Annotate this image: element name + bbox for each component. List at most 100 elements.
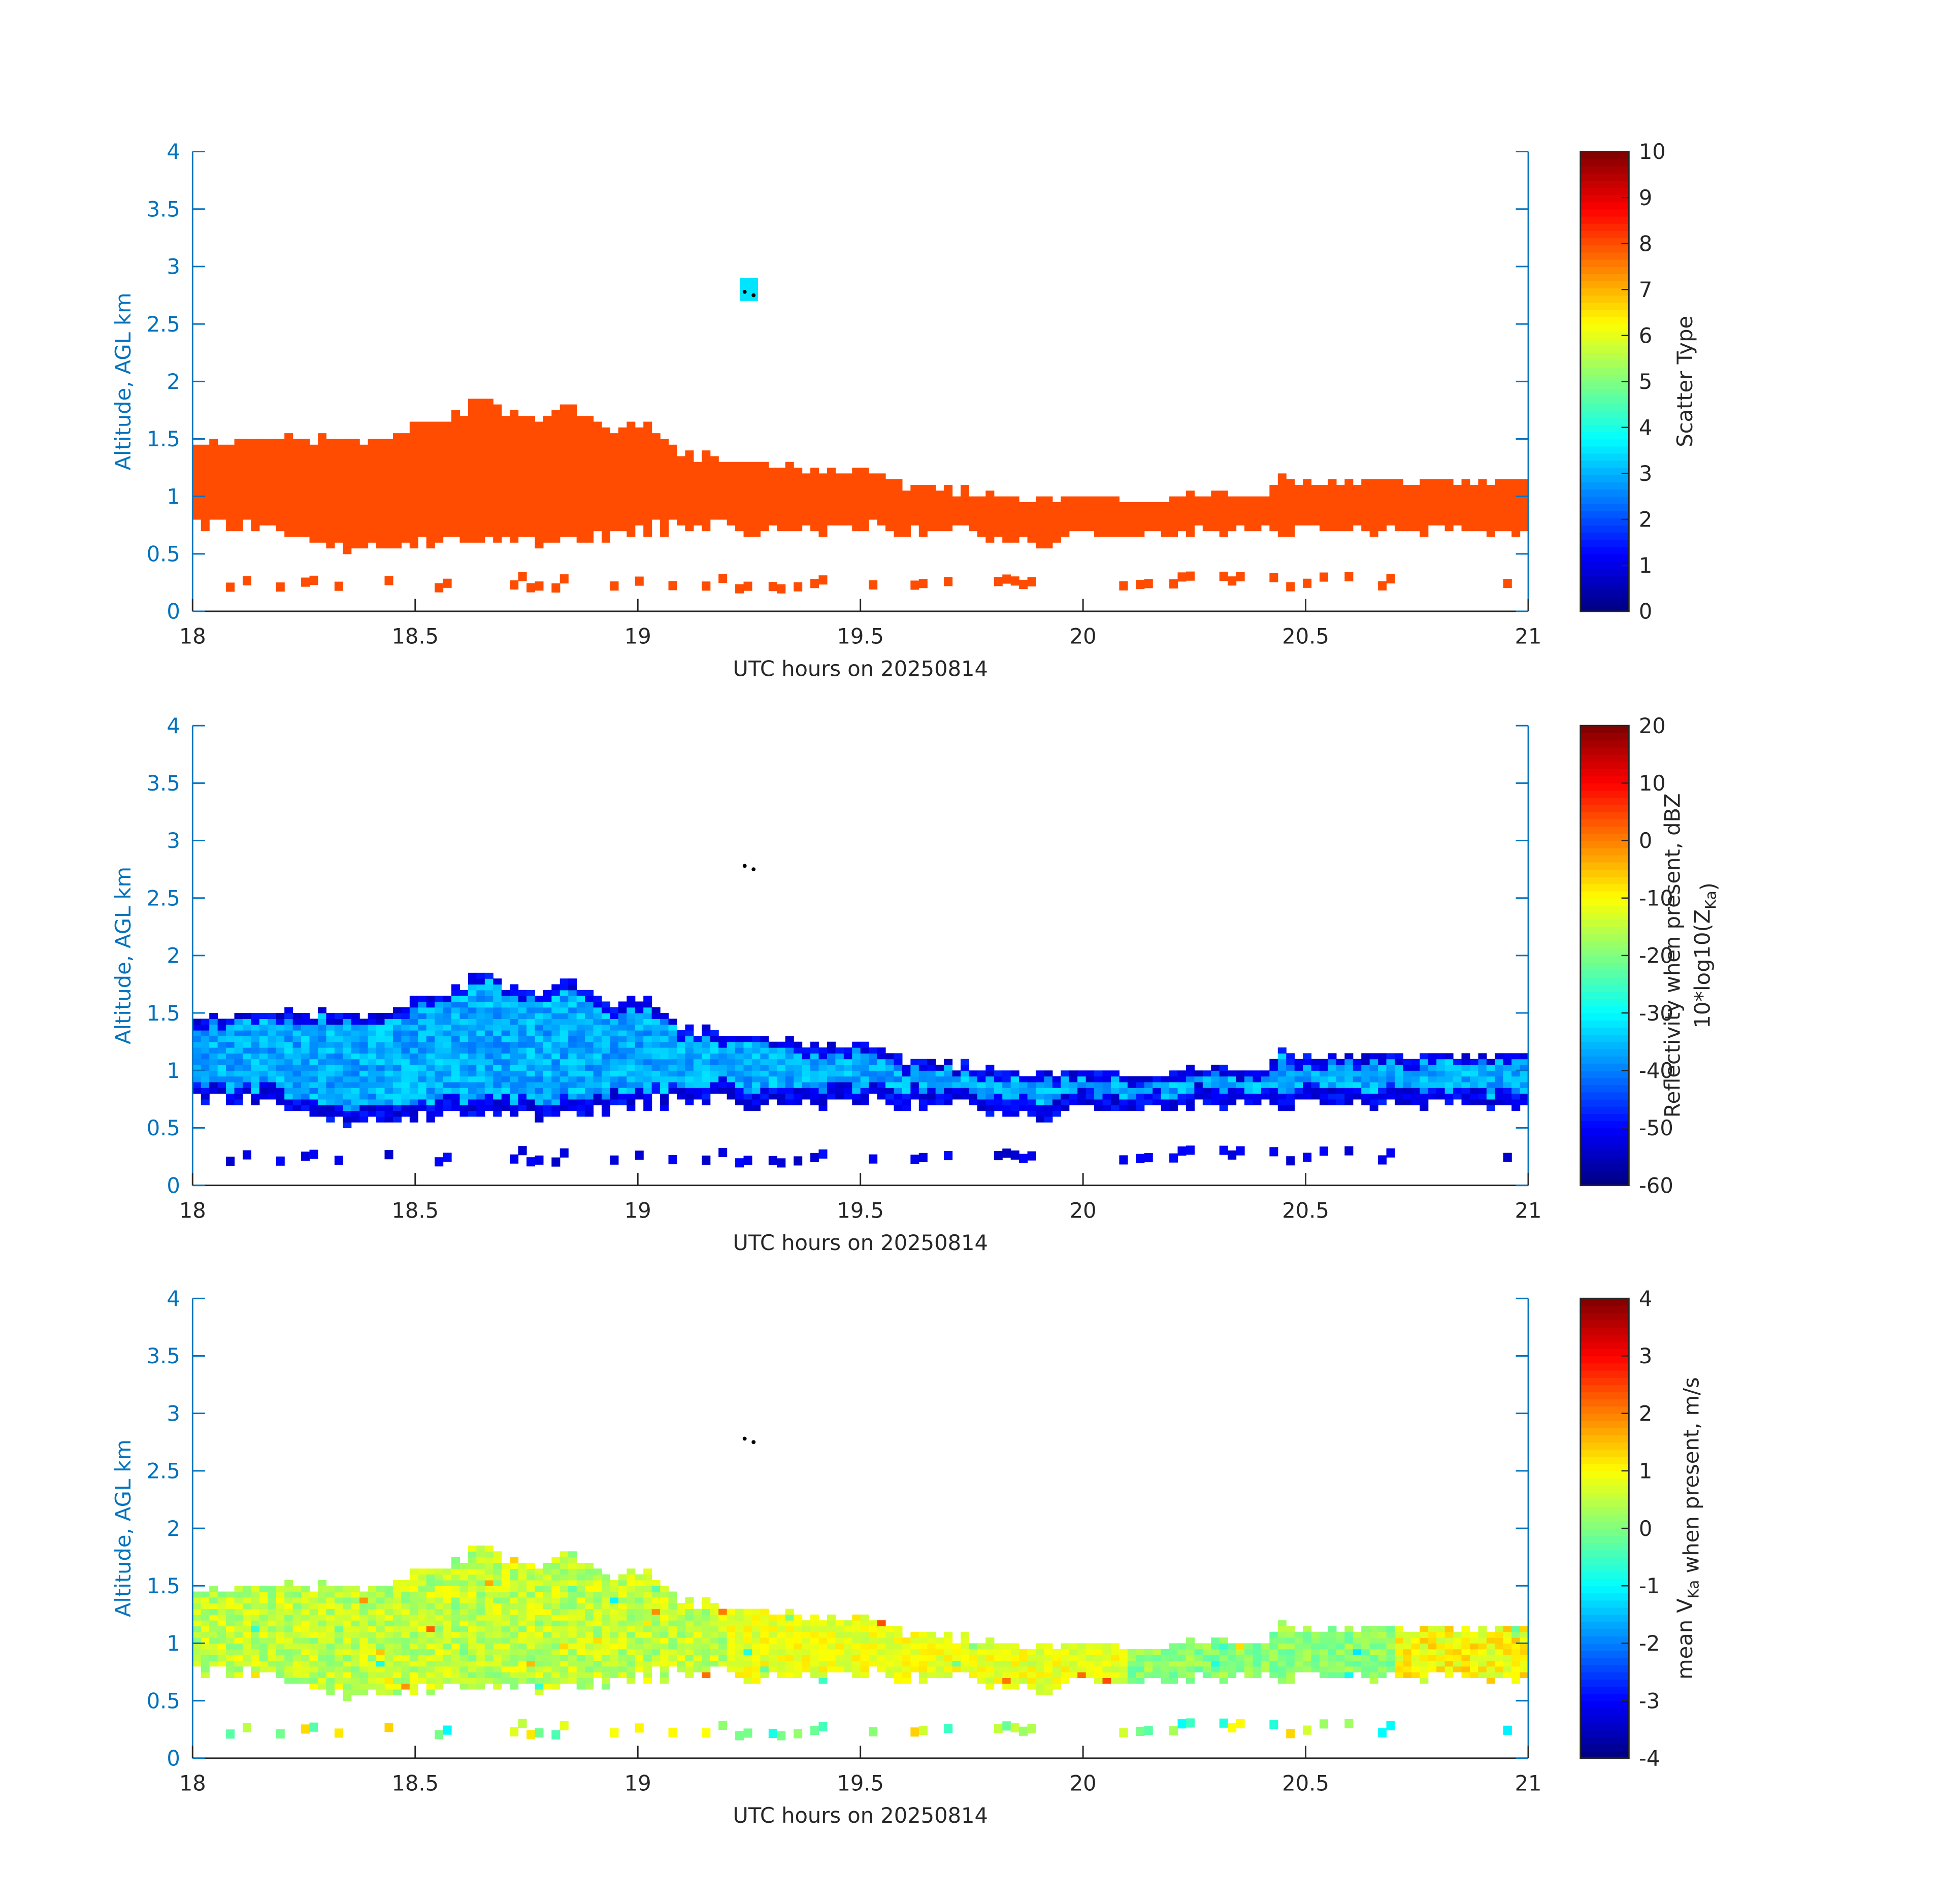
heatmap-cell [242,513,252,520]
heatmap-cell [869,508,878,514]
heatmap-cell [869,580,878,590]
heatmap-cell [409,468,418,474]
heatmap-cell [301,577,310,587]
heatmap-cell [1077,519,1087,526]
heatmap-cell [969,1093,978,1100]
heatmap-cell [618,490,627,497]
heatmap-cell [359,502,369,508]
heatmap-cell [426,444,435,451]
heatmap-cell [768,479,777,485]
heatmap-cell [1320,502,1329,508]
heatmap-cell [902,490,911,497]
heatmap-cell [459,1660,469,1667]
heatmap-cell [735,502,744,508]
heatmap-cell [1027,519,1036,526]
heatmap-cell [309,444,318,451]
heatmap-cell [535,473,544,480]
heatmap-cell [927,502,936,508]
heatmap-cell [251,485,260,491]
heatmap-cell [727,513,736,520]
heatmap-cell [368,525,377,532]
heatmap-cell [234,1631,243,1638]
heatmap-cell [885,485,895,491]
heatmap-cell [559,531,569,537]
heatmap-cell [451,1660,460,1667]
heatmap-cell [843,1053,852,1060]
heatmap-cell [201,444,210,451]
heatmap-cell [376,542,385,549]
heatmap-cell [877,1053,886,1060]
heatmap-cell [660,502,669,508]
heatmap-cell [493,1637,502,1644]
heatmap-cell [576,1001,585,1008]
heatmap-cell [384,1683,393,1690]
heatmap-cell [301,1660,310,1667]
heatmap-cell [476,410,485,416]
heatmap-cell [351,1013,360,1020]
heatmap-cell [1436,1081,1445,1088]
heatmap-cell [526,1081,536,1088]
heatmap-cell [610,1019,619,1025]
heatmap-cell [343,1076,352,1082]
heatmap-cell [201,1631,210,1638]
heatmap-cell [292,519,302,526]
heatmap-cell [510,1105,519,1111]
heatmap-cell [559,978,569,985]
heatmap-cell [268,1041,277,1048]
heatmap-cell [234,462,243,468]
heatmap-cell [1219,496,1228,503]
heatmap-cell [1153,508,1162,514]
heatmap-cell [1094,502,1103,508]
heatmap-cell [1061,525,1070,532]
heatmap-cell [242,1608,252,1615]
colorbar-segment [1580,747,1629,755]
heatmap-cell [1044,542,1053,549]
heatmap-cell [559,1036,569,1042]
heatmap-cell [693,502,702,508]
heatmap-cell [852,1088,861,1094]
heatmap-cell [568,508,577,514]
heatmap-cell [326,1672,335,1678]
heatmap-cell [276,1608,285,1615]
heatmap-cell [326,1110,335,1117]
heatmap-cell [376,473,385,480]
heatmap-cell [476,1678,485,1684]
heatmap-cell [451,1105,460,1111]
heatmap-cell [284,519,293,526]
heatmap-cell [426,1088,435,1094]
heatmap-cell [518,990,527,996]
heatmap-cell [484,462,493,468]
heatmap-cell [276,450,285,457]
heatmap-cell [1361,1059,1370,1065]
heatmap-cell [443,1007,452,1013]
heatmap-cell [777,513,786,520]
heatmap-cell [259,1081,268,1088]
heatmap-cell [192,1070,202,1077]
heatmap-cell [551,1036,561,1042]
colorbar-segment [1580,396,1629,404]
heatmap-cell [401,462,410,468]
heatmap-cell [1428,1081,1437,1088]
heatmap-cell [418,1093,427,1100]
heatmap-cell [443,1603,452,1610]
heatmap-cell [476,1608,485,1615]
heatmap-cell [418,1649,427,1655]
heatmap-cell [234,508,243,514]
heatmap-cell [209,1603,218,1610]
heatmap-cell [376,1013,385,1020]
heatmap-cell [409,1116,418,1123]
heatmap-cell [1294,1081,1303,1088]
heatmap-cell [1495,508,1504,514]
heatmap-cell [418,1660,427,1667]
heatmap-cell [1228,1081,1237,1088]
heatmap-cell [459,1093,469,1100]
heatmap-cell [451,1655,460,1661]
heatmap-cell [484,485,493,491]
heatmap-cell [1303,508,1312,514]
heatmap-cell [668,1036,677,1042]
heatmap-cell [1453,485,1462,491]
heatmap-cell [735,468,744,474]
heatmap-cell [459,502,469,508]
heatmap-cell [251,1030,260,1036]
